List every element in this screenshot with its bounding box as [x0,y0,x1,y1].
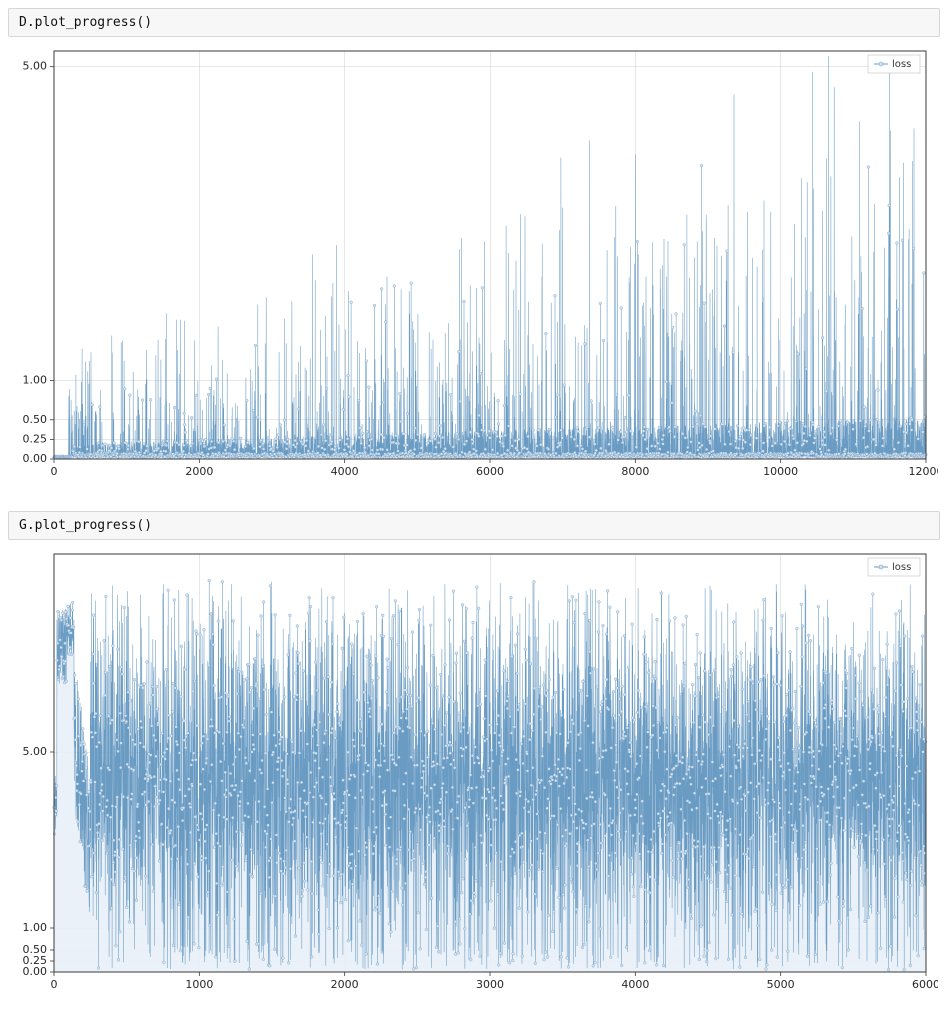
notebook-cell: D.plot_progress() 0 2000 4000 6000 8000 10000 1… [8,8,940,493]
x-tick-label: 2000 [185,465,213,478]
code-input[interactable]: D.plot_progress() [8,8,940,37]
x-tick-label: 6000 [476,465,504,478]
x-tick-label: 0 [51,465,58,478]
x-tick-label: 0 [51,978,58,991]
y-tick-label: 0.00 [23,452,48,465]
x-tick-label: 8000 [621,465,649,478]
notebook-cell: G.plot_progress() 0 1000 2000 3000 4000 5000 60… [8,511,940,1006]
chart-output: 01000200030004000500060000.000.250.501.0… [8,546,940,1006]
y-tick-label: 0.25 [23,432,48,445]
chart-output: 0 2000 4000 6000 8000 10000 12000 0.00 0.25 0.50 1… [8,43,940,493]
y-tick-label: 0.50 [23,413,48,426]
y-tick-label: 5.00 [23,60,48,73]
code-input[interactable]: G.plot_progress() [8,511,940,540]
x-tick-label: 4000 [331,465,359,478]
x-tick-label: 1000 [185,978,213,991]
y-tick-label: 0.50 [23,943,48,956]
x-tick-label: 3000 [476,978,504,991]
legend-label: loss [892,562,911,573]
x-tick-label: 10000 [763,465,798,478]
x-tick-label: 6000 [912,978,938,991]
loss-chart: 0 2000 4000 6000 8000 10000 12000 0.00 0.25 0.50 1… [8,43,938,493]
loss-chart: 01000200030004000500060000.000.250.501.0… [8,546,938,1006]
legend-label: loss [892,59,911,70]
y-tick-label: 1.00 [23,921,48,934]
x-tick-label: 12000 [909,465,939,478]
x-tick-label: 2000 [331,978,359,991]
x-tick-label: 4000 [621,978,649,991]
y-tick-label: 5.00 [23,745,48,758]
x-tick-label: 5000 [767,978,795,991]
y-tick-label: 1.00 [23,374,48,387]
